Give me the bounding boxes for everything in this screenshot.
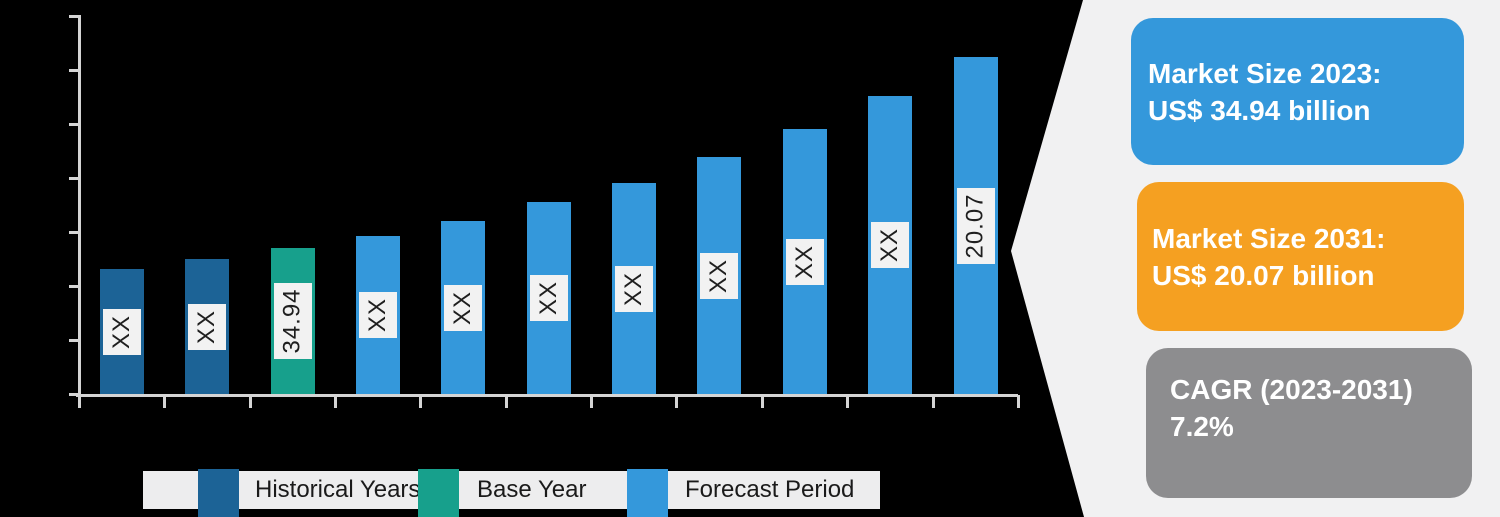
- bar-9: XX: [782, 129, 827, 394]
- y-tick: [69, 393, 79, 396]
- bar-value-box: XX: [785, 238, 824, 285]
- legend-swatch-historical: [198, 469, 239, 517]
- x-tick: [419, 395, 423, 408]
- bar-value-box: XX: [103, 308, 141, 355]
- bar-value-label: XX: [193, 309, 221, 344]
- bar-5: XX: [441, 221, 486, 394]
- y-tick: [69, 177, 79, 180]
- y-tick: [69, 123, 79, 126]
- cagr-line2: 7.2%: [1170, 411, 1234, 442]
- bar-value-box: XX: [359, 292, 398, 338]
- bar-10: XX: [868, 96, 913, 394]
- bar-value-label: XX: [620, 271, 648, 306]
- y-tick: [69, 285, 79, 288]
- x-tick: [590, 395, 594, 408]
- x-axis: [76, 394, 1018, 397]
- x-tick: [760, 395, 764, 408]
- bar-1: XX: [100, 269, 144, 394]
- y-tick: [69, 69, 79, 72]
- bar-value-box: 20.07: [956, 187, 995, 264]
- bar-value-label: XX: [534, 280, 562, 316]
- bar-value-label: XX: [705, 258, 733, 293]
- market-size-2023-box: Market Size 2023: US$ 34.94 billion: [1131, 18, 1464, 165]
- bar-value-box: XX: [700, 252, 739, 299]
- legend-label-historical: Historical Years: [255, 476, 421, 503]
- market-size-2023-line1: Market Size 2023:: [1148, 57, 1382, 89]
- legend-swatch-forecast: [627, 469, 668, 517]
- bar-4: XX: [356, 236, 401, 394]
- bar-value-box: XX: [188, 303, 227, 350]
- x-tick: [1016, 395, 1020, 408]
- bar-value-label: XX: [364, 297, 392, 333]
- bar-chart: XX XX 34.94 XX XX XX XX XX XX XX 20.07: [69, 15, 1020, 408]
- x-tick: [931, 395, 935, 408]
- bar-6: XX: [526, 202, 571, 394]
- x-tick: [78, 395, 81, 408]
- y-tick: [69, 231, 79, 234]
- bar-value-box: XX: [615, 265, 654, 312]
- x-tick: [334, 395, 338, 408]
- bar-value-box: XX: [871, 222, 910, 268]
- bar-2: XX: [185, 259, 230, 394]
- market-size-2023-line2: US$ 34.94 billion: [1148, 94, 1371, 126]
- x-tick: [504, 395, 508, 408]
- bar-11: 20.07: [953, 57, 998, 394]
- market-size-2031-line2: US$ 20.07 billion: [1152, 259, 1375, 291]
- bar-8: XX: [697, 157, 742, 394]
- market-size-2031-box: Market Size 2031: US$ 20.07 billion: [1137, 182, 1464, 331]
- bar-7: XX: [612, 183, 657, 394]
- bar-value-label: 34.94: [278, 288, 306, 354]
- x-tick: [163, 395, 167, 408]
- bar-value-box: 34.94: [273, 283, 312, 359]
- cagr-box: CAGR (2023-2031) 7.2%: [1146, 348, 1472, 498]
- x-tick: [248, 395, 252, 408]
- bar-value-label: XX: [790, 244, 818, 279]
- legend-label-base: Base Year: [477, 476, 587, 503]
- bar-value-label: XX: [876, 227, 904, 263]
- bar-value-label: XX: [107, 314, 135, 349]
- bar-value-label: 20.07: [961, 192, 989, 259]
- bar-value-box: XX: [529, 275, 568, 321]
- x-tick: [675, 395, 679, 408]
- y-axis: [78, 15, 81, 397]
- legend: [143, 471, 880, 509]
- y-tick: [69, 339, 79, 342]
- x-tick: [846, 395, 850, 408]
- cagr-line1: CAGR (2023-2031): [1170, 374, 1413, 405]
- bar-value-box: XX: [444, 284, 483, 331]
- y-tick: [69, 15, 79, 18]
- bar-3: 34.94: [270, 248, 315, 394]
- legend-label-forecast: Forecast Period: [685, 476, 855, 503]
- market-size-2031-line1: Market Size 2031:: [1152, 222, 1386, 254]
- legend-swatch-base: [418, 469, 459, 517]
- bar-value-label: XX: [449, 290, 477, 325]
